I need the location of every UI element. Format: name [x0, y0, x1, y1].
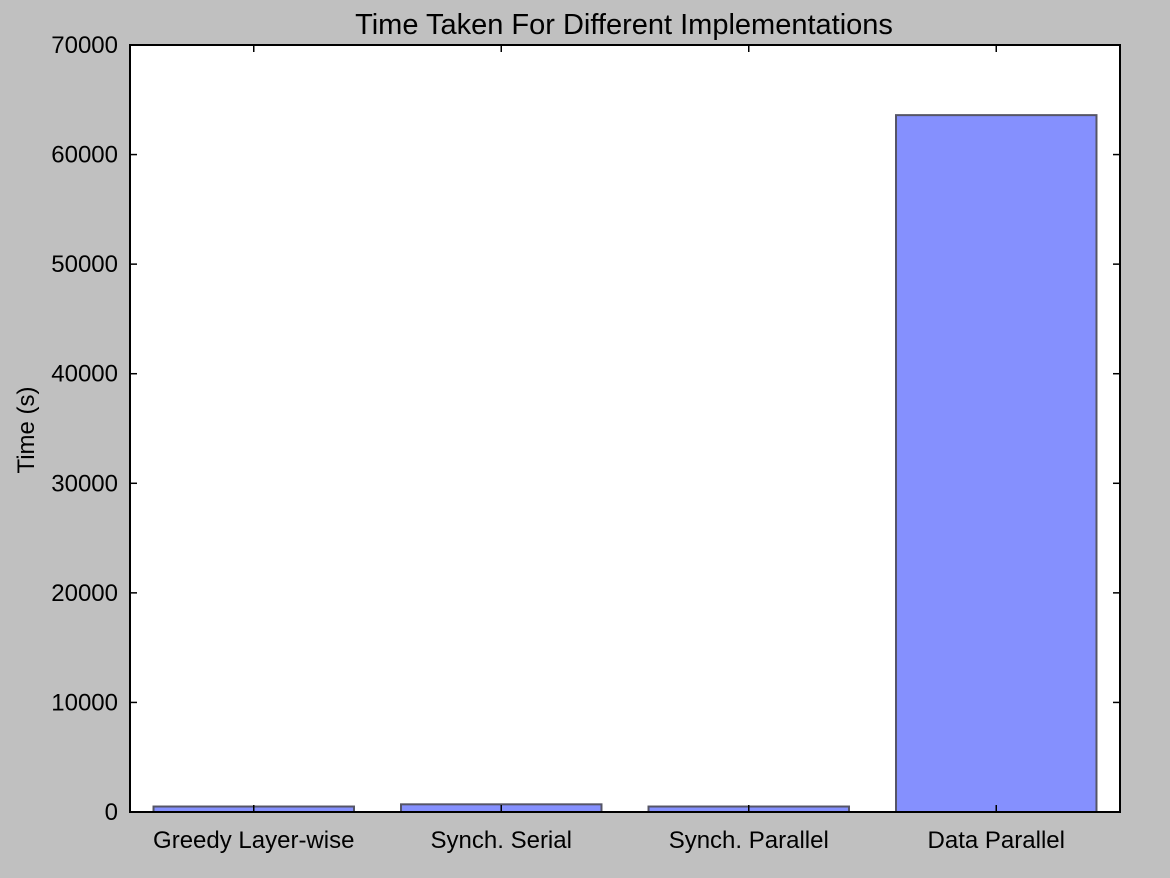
y-tick-label-1: 10000 [51, 689, 118, 716]
bars-group [152, 114, 1098, 814]
x-tick-label-1: Synch. Serial [431, 827, 572, 854]
y-tick-label-4: 40000 [51, 361, 118, 388]
x-tick-label-2: Synch. Parallel [669, 827, 829, 854]
x-tick-label-0: Greedy Layer-wise [153, 827, 354, 854]
y-tick-label-0: 0 [105, 799, 118, 826]
y-axis-label: Time (s) [13, 386, 40, 473]
y-tick-label-5: 50000 [51, 251, 118, 278]
bar-3 [895, 114, 1098, 813]
chart-title: Time Taken For Different Implementations [355, 9, 893, 41]
y-tick-label-2: 20000 [51, 580, 118, 607]
x-tick-label-3: Data Parallel [928, 827, 1065, 854]
y-tick-label-7: 70000 [51, 32, 118, 59]
ticks-group: 0 10000 20000 30000 40000 50000 60000 70000 Gree… [51, 32, 1120, 854]
y-tick-label-3: 30000 [51, 470, 118, 497]
plot-frame [129, 44, 1121, 813]
y-tick-label-6: 60000 [51, 142, 118, 169]
